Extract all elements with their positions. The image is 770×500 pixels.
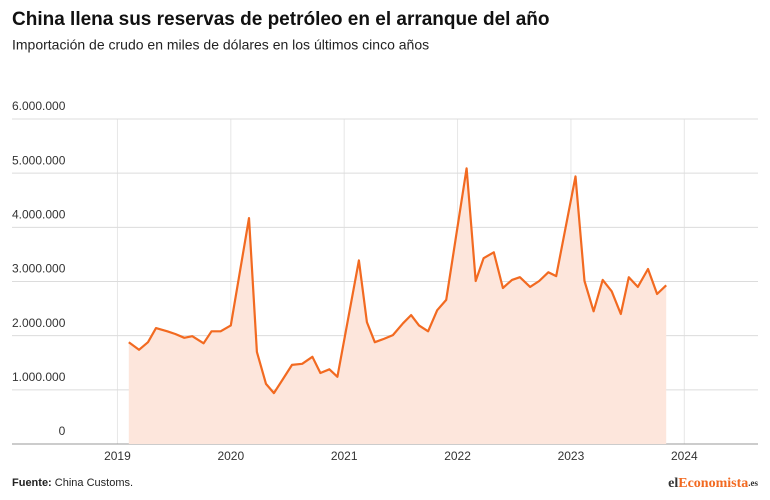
x-tick-label: 2022 <box>444 449 471 463</box>
x-tick-label: 2021 <box>331 449 358 463</box>
x-tick-label: 2023 <box>558 449 585 463</box>
y-tick-label: 3.000.000 <box>12 262 66 276</box>
source-text: China Customs. <box>55 477 133 489</box>
y-tick-label: 5.000.000 <box>12 153 66 167</box>
chart-subtitle: Importación de crudo en miles de dólares… <box>12 37 429 53</box>
y-tick-label: 4.000.000 <box>12 208 66 222</box>
logo-prefix: el <box>668 476 678 491</box>
plot: 2019 2020 2021 2022 2023 2024 0 1.000.000 2.000.… <box>12 99 758 463</box>
y-tick-label: 0 <box>59 424 66 438</box>
line <box>128 167 667 395</box>
x-tick-label: 2024 <box>671 449 698 463</box>
x-tick-label: 2019 <box>104 449 131 463</box>
chart-title: China llena sus reservas de petróleo en … <box>12 9 549 30</box>
area <box>128 168 667 445</box>
logo: elEconomista.es <box>668 476 758 491</box>
y-tick-label: 2.000.000 <box>12 316 66 330</box>
y-tick-label: 1.000.000 <box>12 370 66 384</box>
source: Fuente: China Customs. <box>12 477 133 489</box>
y-tick-label: 6.000.000 <box>12 99 66 113</box>
source-label: Fuente: <box>12 477 52 489</box>
x-tick-label: 2020 <box>217 449 244 463</box>
logo-main: Economista <box>678 476 748 491</box>
logo-suffix: .es <box>748 478 758 488</box>
